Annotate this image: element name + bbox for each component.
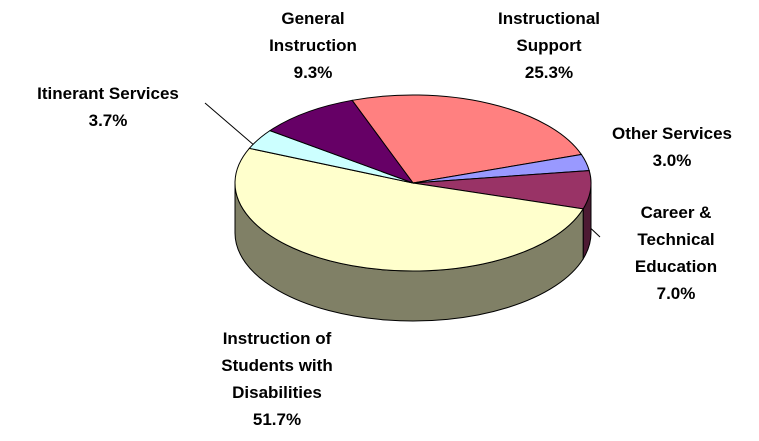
- value-label: 7.0%: [656, 284, 696, 303]
- category-label: Instructional Support: [497, 9, 600, 55]
- slice-label: Instruction of Students with Disabilitie…: [197, 325, 357, 433]
- slice-label: Other Services 3.0%: [572, 120, 759, 174]
- slice-label: Instructional Support 25.3%: [479, 5, 619, 86]
- pie-slice: [268, 99, 415, 185]
- category-label: General Instruction: [269, 9, 357, 55]
- category-label: Other Services: [611, 124, 732, 143]
- value-label: 3.0%: [652, 151, 692, 170]
- value-label: 9.3%: [293, 63, 333, 82]
- value-label: 3.7%: [88, 111, 128, 130]
- pie-slice: [234, 147, 584, 272]
- slice-label: General Instruction 9.3%: [253, 5, 373, 86]
- category-label: Itinerant Services: [37, 84, 179, 103]
- slice-label: Itinerant Services 3.7%: [0, 80, 218, 134]
- value-label: 51.7%: [252, 410, 302, 429]
- pie-slice: [351, 94, 583, 184]
- leader-line: [204, 102, 256, 147]
- category-label: Instruction of Students with Disabilitie…: [221, 329, 333, 402]
- category-label: Career & Technical Education: [634, 203, 718, 276]
- value-label: 25.3%: [524, 63, 574, 82]
- slice-label: Career & Technical Education 7.0%: [616, 199, 736, 307]
- pie-tops: [234, 94, 592, 272]
